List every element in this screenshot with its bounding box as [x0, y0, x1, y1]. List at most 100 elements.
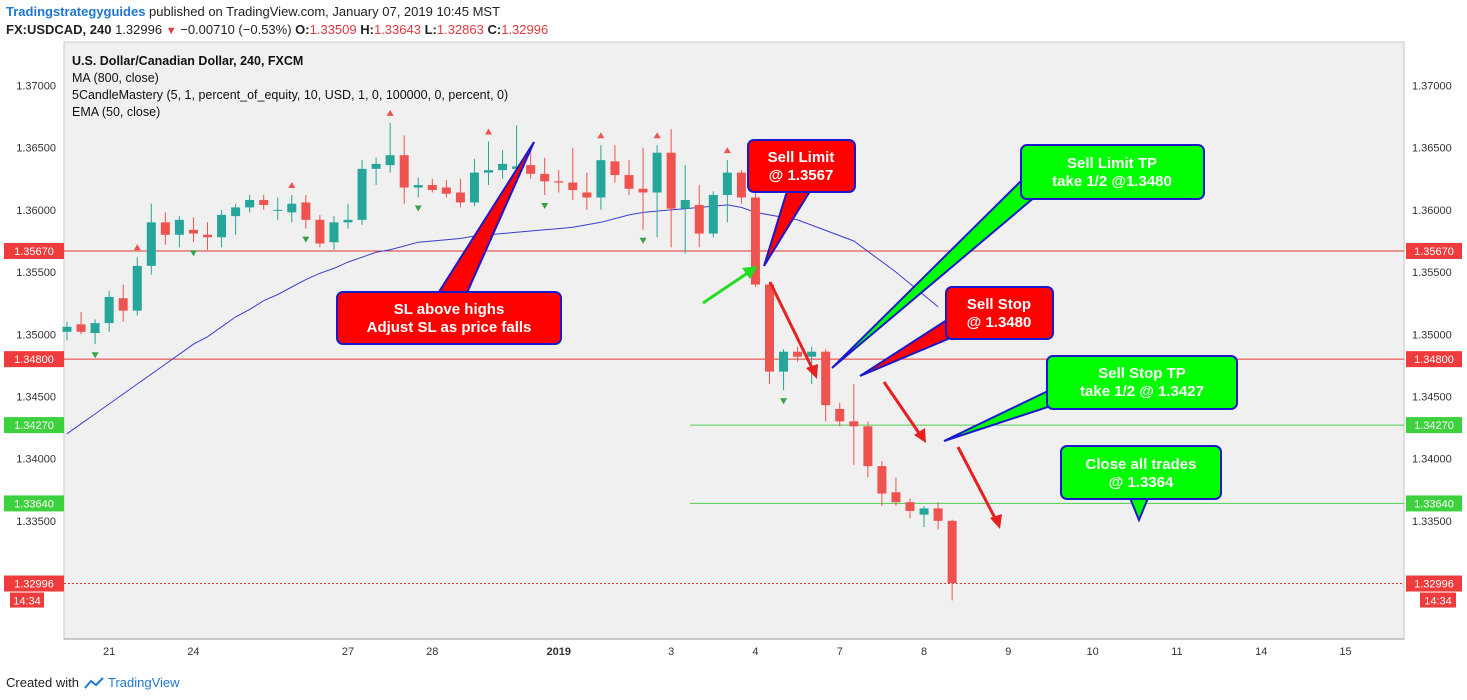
candle-39	[610, 145, 620, 183]
y-axis-left[interactable]: 1.37000 1.36500 1.36000 1.35500 1.35000 1.345…	[16, 81, 56, 528]
sell-marker-0	[133, 244, 141, 251]
candle-26	[427, 178, 437, 193]
level-tag-left-0: 1.35670	[14, 246, 54, 258]
x-tick-12: 14	[1255, 646, 1267, 658]
y-tick-right-1: 1.36500	[1412, 143, 1452, 155]
candle-45	[694, 185, 704, 248]
candle-41	[638, 147, 648, 230]
high-label: H:	[360, 22, 374, 37]
buy-marker-4	[541, 202, 549, 209]
sell-marker-5	[653, 132, 661, 139]
candle-9	[188, 217, 198, 243]
x-tick-5: 3	[668, 646, 674, 658]
level-tag-right-4: 1.32996	[1414, 579, 1454, 591]
candle-55	[835, 402, 845, 427]
buy-marker-5	[639, 237, 647, 244]
callout-close-all: Close all trades @ 1.3364	[1060, 445, 1222, 523]
sell-marker-2	[386, 109, 394, 116]
created-with-text: Created with	[6, 675, 79, 690]
level-tag-left-bg-3	[4, 495, 64, 512]
y-axis-right[interactable]: 1.37000 1.36500 1.36000 1.35500 1.35000 1.345…	[1412, 81, 1452, 528]
candle-48	[736, 170, 746, 204]
y-tick-right-0: 1.37000	[1412, 81, 1452, 93]
open-label: O:	[295, 22, 310, 37]
tradingview-link[interactable]: TradingView	[107, 675, 180, 690]
candle-27	[441, 180, 451, 198]
candle-0	[62, 321, 72, 341]
x-tick-11: 11	[1171, 646, 1182, 658]
symbol-label: FX:USDCAD, 240	[6, 22, 112, 37]
candle-24	[399, 135, 409, 204]
level-tag-right-bg-4	[1406, 575, 1462, 592]
plot-area[interactable]	[63, 41, 1405, 640]
legend-title: U.S. Dollar/Canadian Dollar, 240, FXCM	[72, 54, 303, 68]
x-tick-13: 15	[1339, 646, 1351, 658]
candle-63	[947, 519, 957, 601]
candle-2	[90, 319, 100, 345]
candle-29	[469, 158, 479, 207]
candle-17	[301, 194, 311, 229]
buy-marker-0	[91, 352, 99, 359]
time-tag-left-bg	[10, 592, 44, 608]
callout-close-all-line2: @ 1.3364	[1109, 474, 1174, 491]
low-value: 1.32863	[436, 22, 484, 37]
symbol-ohlc-bar: FX:USDCAD, 240 1.32996 ▼ −0.00710 (−0.53…	[6, 22, 548, 37]
candle-62	[933, 502, 943, 530]
candle-22	[371, 157, 381, 186]
level-tag-left-4: 1.32996	[14, 579, 54, 591]
candle-46	[708, 191, 718, 238]
candle-4	[118, 284, 128, 322]
y-tick-right-6: 1.34000	[1412, 454, 1452, 466]
price-change: −0.00710 (−0.53%)	[180, 22, 292, 37]
candle-56	[849, 384, 859, 465]
x-tick-0: 21	[103, 646, 115, 658]
legend-ma: MA (800, close)	[72, 71, 159, 85]
arrow-down-3	[956, 446, 1002, 529]
buy-marker-3	[414, 205, 422, 212]
level-tag-right-1: 1.34800	[1414, 354, 1454, 366]
y-tick-left-3: 1.35500	[16, 267, 56, 279]
x-tick-3: 28	[426, 646, 438, 658]
x-tick-7: 7	[837, 646, 843, 658]
candle-16	[287, 194, 297, 223]
time-tag-right-bg	[1420, 592, 1456, 608]
level-tag-left-bg-0	[4, 242, 64, 259]
candle-47	[722, 160, 732, 223]
candle-33	[526, 147, 536, 179]
high-value: 1.33643	[373, 22, 421, 37]
candle-43	[666, 129, 676, 248]
candle-50	[765, 282, 774, 385]
candle-14	[259, 194, 269, 210]
callout-sell-stop-line2: @ 1.3480	[967, 314, 1032, 331]
y-tick-left-5: 1.34500	[16, 391, 56, 403]
x-tick-9: 9	[1005, 646, 1011, 658]
author-link[interactable]: Tradingstrategyguides	[6, 4, 146, 19]
buy-marker-6	[780, 398, 788, 405]
time-tag-left: 14:34	[13, 596, 41, 608]
sell-marker-3	[485, 128, 492, 135]
level-tag-left-3: 1.33640	[14, 498, 54, 510]
y-tick-right-7: 1.33500	[1412, 516, 1452, 528]
x-tick-1: 24	[187, 646, 199, 658]
callout-sell-stop-tp-line2: take 1/2 @ 1.3427	[1080, 383, 1204, 400]
candle-34	[540, 157, 550, 195]
candle-1	[76, 311, 86, 335]
footer: Created with TradingView	[6, 675, 180, 690]
candle-21	[357, 160, 367, 225]
callout-sell-stop-line1: Sell Stop	[967, 296, 1031, 313]
y-tick-right-5: 1.34500	[1412, 391, 1452, 403]
y-tick-left-7: 1.33500	[16, 516, 56, 528]
level-tag-right-bg-3	[1406, 495, 1462, 512]
candle-57	[863, 421, 873, 478]
candle-6	[146, 203, 156, 275]
candle-40	[624, 160, 634, 195]
candle-13	[245, 194, 255, 213]
x-axis[interactable]: 21 24 27 28 2019 3 4 7 8 9 10 11 14 15	[103, 646, 1352, 658]
candle-31	[498, 150, 508, 179]
callout-sell-limit-line2: @ 1.3567	[769, 167, 834, 184]
level-tag-right-0: 1.35670	[1414, 246, 1454, 258]
y-tick-right-3: 1.35500	[1412, 267, 1452, 279]
x-tick-2: 27	[342, 646, 354, 658]
candle-58	[877, 461, 887, 506]
